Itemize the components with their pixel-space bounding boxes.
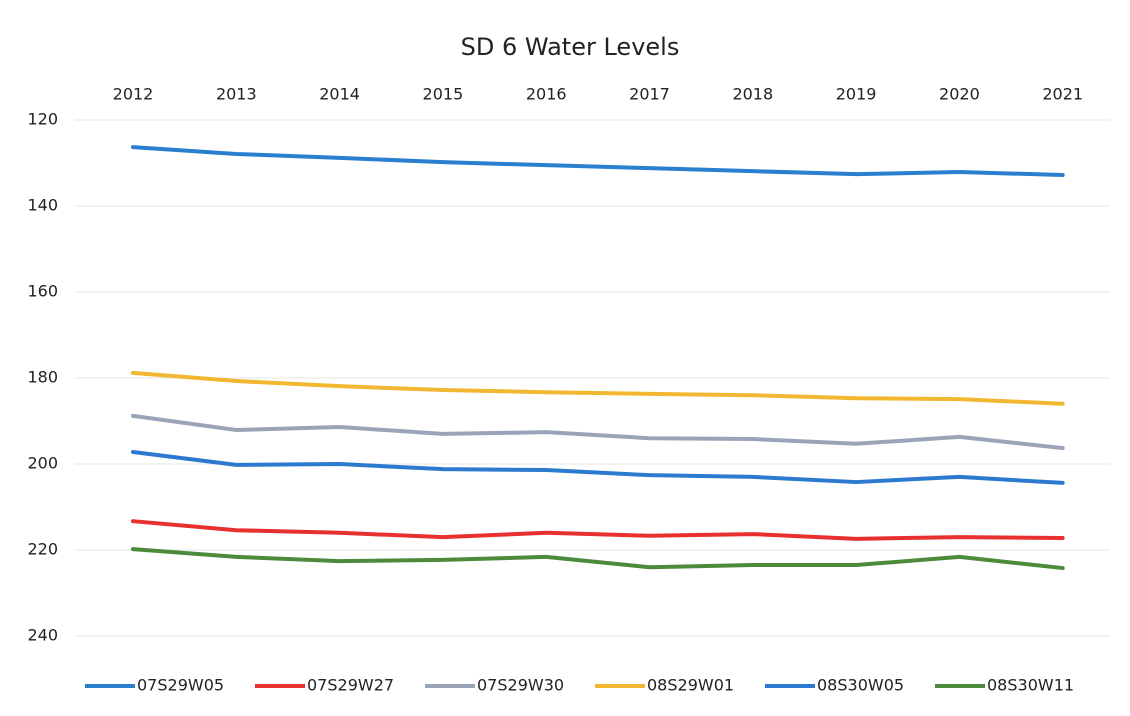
legend-label: 08S30W11 xyxy=(987,676,1074,695)
series-line xyxy=(131,370,1065,406)
legend-label: 08S29W01 xyxy=(647,676,734,695)
legend-label: 07S29W27 xyxy=(307,676,394,695)
x-tick-label: 2013 xyxy=(216,85,257,104)
y-tick-label: 180 xyxy=(27,368,58,387)
y-tick-label: 140 xyxy=(27,196,58,215)
y-tick-label: 120 xyxy=(27,110,58,129)
x-tick-label: 2015 xyxy=(423,85,464,104)
series-line xyxy=(131,449,1065,485)
x-tick-label: 2014 xyxy=(319,85,360,104)
series-line xyxy=(131,145,1065,178)
legend-label: 07S29W30 xyxy=(477,676,564,695)
y-tick-label: 240 xyxy=(27,626,58,645)
x-tick-label: 2012 xyxy=(113,85,154,104)
x-tick-label: 2019 xyxy=(836,85,877,104)
legend-label: 08S30W05 xyxy=(817,676,904,695)
chart-title: SD 6 Water Levels xyxy=(461,33,680,61)
x-tick-label: 2017 xyxy=(629,85,670,104)
x-tick-label: 2021 xyxy=(1042,85,1083,104)
x-tick-label: 2020 xyxy=(939,85,980,104)
series-line xyxy=(131,519,1065,541)
legend-label: 07S29W05 xyxy=(137,676,224,695)
y-tick-label: 200 xyxy=(27,454,58,473)
y-tick-label: 160 xyxy=(27,282,58,301)
x-tick-label: 2016 xyxy=(526,85,567,104)
series-line xyxy=(131,547,1065,571)
x-tick-label: 2018 xyxy=(732,85,773,104)
series-line xyxy=(131,413,1065,451)
y-tick-label: 220 xyxy=(27,540,58,559)
